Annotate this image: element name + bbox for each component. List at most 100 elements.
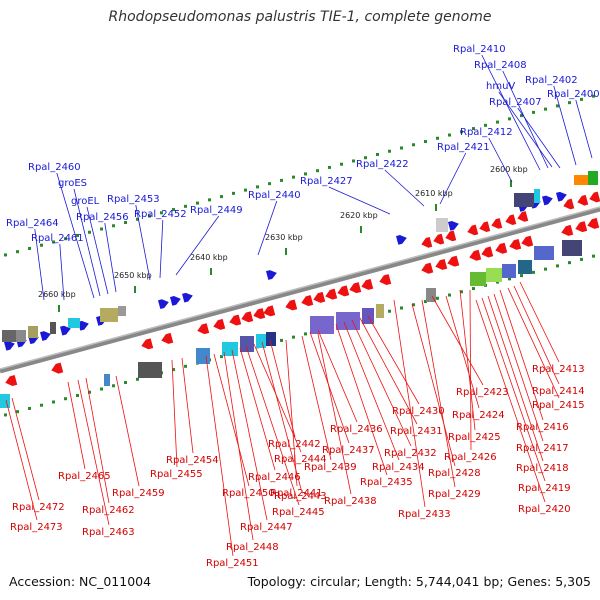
kbp-label: 2640 kbp bbox=[190, 253, 228, 262]
kbp-label: 2620 kbp bbox=[340, 211, 378, 220]
ortholog-box bbox=[376, 304, 384, 318]
scale-dot-lower bbox=[556, 264, 559, 268]
lower-leader-line bbox=[487, 295, 544, 462]
lower-gene-label: Rpal_2472 bbox=[12, 502, 65, 513]
reverse-gene-arrow bbox=[575, 221, 588, 233]
lower-gene-label: Rpal_2447 bbox=[240, 522, 293, 533]
reverse-gene-arrow bbox=[467, 224, 479, 236]
forward-gene-arrow bbox=[541, 195, 553, 206]
reverse-gene-arrow bbox=[577, 194, 589, 206]
scale-dot-upper bbox=[16, 250, 19, 254]
lower-leader-line bbox=[359, 317, 418, 425]
scale-dot-lower bbox=[172, 368, 175, 372]
reverse-gene-arrow bbox=[517, 211, 529, 222]
scale-dot-lower bbox=[40, 403, 43, 407]
lower-gene-label: Rpal_2423 bbox=[456, 387, 509, 398]
lower-gene-label: Rpal_2424 bbox=[452, 410, 505, 421]
lower-leader-line bbox=[393, 299, 426, 508]
scale-dot-upper bbox=[124, 221, 127, 225]
lower-gene-label: Rpal_2419 bbox=[518, 483, 571, 494]
scale-dot-lower bbox=[496, 280, 499, 284]
lower-leader-line bbox=[269, 339, 296, 438]
upper-leader-line bbox=[481, 54, 541, 171]
scale-dot-lower bbox=[124, 381, 127, 385]
scale-dot-upper bbox=[328, 165, 331, 169]
reverse-gene-arrow bbox=[349, 282, 362, 294]
lower-gene-label: Rpal_2433 bbox=[398, 509, 451, 520]
lower-leader-line bbox=[5, 399, 38, 521]
upper-leader-line bbox=[384, 169, 425, 207]
ortholog-box bbox=[470, 272, 486, 286]
upper-gene-label: Rpal_2408 bbox=[474, 60, 527, 71]
lower-gene-label: Rpal_2438 bbox=[324, 496, 377, 507]
scale-dot-upper bbox=[268, 182, 271, 186]
scale-dot-upper bbox=[412, 143, 415, 147]
scale-dot-lower bbox=[388, 309, 391, 313]
reverse-gene-arrow bbox=[421, 236, 433, 248]
kbp-label: 2630 kbp bbox=[265, 233, 303, 242]
lower-gene-label: Rpal_2465 bbox=[58, 471, 111, 482]
forward-gene-arrow bbox=[555, 191, 567, 202]
lower-gene-label: Rpal_2434 bbox=[372, 462, 425, 473]
reverse-gene-arrow bbox=[5, 375, 18, 387]
upper-leader-line bbox=[175, 215, 220, 276]
reverse-gene-arrow bbox=[509, 238, 522, 250]
upper-gene-label: Rpal_2456 bbox=[76, 212, 129, 223]
lower-gene-label: Rpal_2455 bbox=[150, 469, 203, 480]
scale-dot-upper bbox=[64, 237, 67, 241]
upper-leader-line bbox=[135, 204, 151, 281]
lower-leader-line bbox=[85, 377, 110, 504]
upper-leader-line bbox=[159, 219, 164, 279]
reverse-gene-arrow bbox=[161, 332, 174, 344]
scale-dot-lower bbox=[64, 397, 67, 401]
reverse-gene-arrow bbox=[447, 255, 460, 267]
lower-gene-label: Rpal_2414 bbox=[532, 386, 585, 397]
ortholog-box bbox=[118, 306, 126, 316]
upper-gene-label: Rpal_2402 bbox=[525, 75, 578, 86]
scale-dot-upper bbox=[388, 149, 391, 153]
kbp-major-tick bbox=[285, 248, 287, 255]
kbp-label: 2660 kbp bbox=[38, 290, 76, 299]
ortholog-box bbox=[486, 268, 502, 282]
scale-dot-upper bbox=[28, 246, 31, 250]
scale-dot-upper bbox=[100, 227, 103, 231]
upper-gene-label: Rpal_2440 bbox=[248, 190, 301, 201]
scale-dot-upper bbox=[292, 175, 295, 179]
upper-gene-label: Rpal_2449 bbox=[190, 205, 243, 216]
reverse-gene-arrow bbox=[301, 295, 314, 307]
lower-gene-label: Rpal_2473 bbox=[10, 522, 63, 533]
upper-gene-label: Rpal_2464 bbox=[6, 218, 59, 229]
lower-gene-label: Rpal_2441 bbox=[270, 488, 323, 499]
ortholog-box bbox=[266, 332, 276, 346]
genome-backbone-highlight bbox=[0, 206, 600, 370]
kbp-label: 2610 kbp bbox=[415, 189, 453, 198]
scale-dot-upper bbox=[592, 94, 595, 98]
kbp-major-tick bbox=[435, 204, 437, 211]
reverse-gene-arrow bbox=[313, 291, 326, 303]
scale-dot-upper bbox=[316, 169, 319, 173]
accession-label: Accession: NC_011004 bbox=[9, 574, 152, 589]
scale-dot-lower bbox=[76, 393, 79, 397]
scale-dot-upper bbox=[472, 127, 475, 131]
ortholog-box bbox=[50, 322, 56, 334]
upper-leader-line bbox=[86, 206, 109, 295]
scale-dot-lower bbox=[460, 290, 463, 294]
kbp-label: 2600 kbp bbox=[490, 165, 528, 174]
ortholog-box bbox=[256, 334, 266, 348]
scale-dot-upper bbox=[520, 114, 523, 118]
lower-gene-label: Rpal_2450 bbox=[222, 488, 275, 499]
upper-leader-line bbox=[59, 243, 65, 301]
ortholog-box bbox=[514, 193, 534, 207]
scale-dot-lower bbox=[136, 377, 139, 381]
lower-leader-line bbox=[481, 297, 546, 482]
lower-leader-line bbox=[11, 397, 40, 501]
upper-leader-line bbox=[488, 137, 513, 183]
ortholog-box bbox=[104, 374, 110, 386]
scale-dot-upper bbox=[544, 107, 547, 111]
scale-dot-upper bbox=[88, 230, 91, 234]
lower-gene-label: Rpal_2432 bbox=[384, 448, 437, 459]
scale-dot-upper bbox=[280, 178, 283, 182]
scale-dot-upper bbox=[232, 191, 235, 195]
scale-dot-upper bbox=[424, 140, 427, 144]
upper-leader-line bbox=[257, 200, 278, 256]
